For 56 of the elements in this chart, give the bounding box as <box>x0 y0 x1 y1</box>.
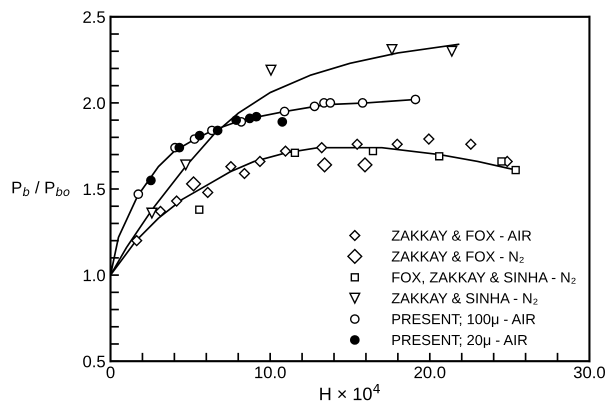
y-axis-title: P$_{b}$ / P$_{bo}$ <box>12 181 70 196</box>
point <box>423 133 434 145</box>
point <box>186 176 202 192</box>
point <box>357 157 373 172</box>
legend-label: ZAKKAY & SINHA - N₂ <box>392 293 538 305</box>
point <box>146 208 158 219</box>
x-tick-label: 10.0 <box>255 366 286 378</box>
point <box>316 142 328 154</box>
point <box>195 205 204 214</box>
point <box>280 146 292 157</box>
point <box>277 116 288 127</box>
point <box>231 115 242 125</box>
point <box>352 138 363 150</box>
point <box>317 157 332 172</box>
point <box>146 176 156 186</box>
point <box>435 152 444 160</box>
legend-label: PRESENT; 100μ - AIR <box>392 314 536 327</box>
point <box>386 44 398 56</box>
point <box>225 161 236 172</box>
point <box>238 168 250 180</box>
point <box>171 195 182 207</box>
point <box>280 106 290 116</box>
x-tick-label: 20.0 <box>414 366 446 378</box>
point <box>254 156 266 168</box>
point <box>465 138 476 150</box>
point <box>410 94 420 104</box>
x-tick-label: 30.0 <box>574 366 606 378</box>
point <box>392 138 403 150</box>
point <box>497 157 506 166</box>
point <box>131 235 142 246</box>
legend-label: FOX, ZAKKAY & SINHA - N₂ <box>392 272 576 284</box>
point <box>358 98 368 108</box>
y-tick-label: 2.0 <box>83 97 106 110</box>
point <box>180 159 192 170</box>
point <box>202 186 214 198</box>
legend-label: PRESENT; 20μ - AIR <box>392 334 528 348</box>
legend-label: ZAKKAY & FOX - AIR <box>392 230 532 241</box>
point <box>265 64 277 76</box>
point <box>154 206 166 217</box>
point <box>512 166 520 174</box>
point <box>174 142 184 153</box>
point <box>310 101 320 112</box>
point <box>325 98 336 108</box>
y-tick-label: 0.5 <box>83 356 105 368</box>
point <box>252 112 262 122</box>
point <box>194 130 204 140</box>
point <box>133 189 144 200</box>
x-tick-label: 0 <box>106 366 115 378</box>
y-tick-label: 2.5 <box>83 11 105 24</box>
point <box>446 46 458 57</box>
point <box>290 148 300 158</box>
point <box>212 126 222 136</box>
y-tick-label: 1.0 <box>84 270 106 282</box>
legend-label: ZAKKAY & FOX - N₂ <box>392 251 524 263</box>
x-axis-title: H × 10$^{4}$ <box>320 384 380 400</box>
y-tick-label: 1.5 <box>84 184 105 196</box>
